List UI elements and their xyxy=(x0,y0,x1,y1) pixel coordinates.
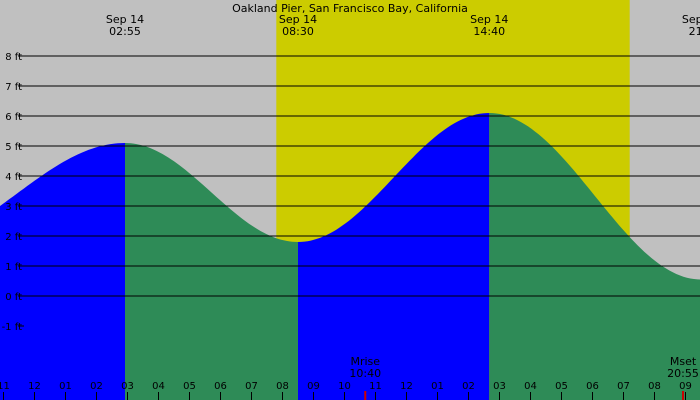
y-tick-label: 2 ft xyxy=(5,232,22,243)
height-gridlines xyxy=(18,55,700,327)
hour-tick-label: 11 xyxy=(0,381,10,392)
y-tick-label: 0 ft xyxy=(5,292,22,303)
hour-tick-label: 08 xyxy=(276,381,289,392)
y-tick-label: 3 ft xyxy=(5,202,22,213)
extreme-time-label: 21:2 xyxy=(689,25,700,38)
hour-tick-label: 02 xyxy=(90,381,103,392)
hour-tick-label: 10 xyxy=(338,381,351,392)
moon-event-time: 20:55 xyxy=(667,367,699,380)
hour-tick-label: 02 xyxy=(462,381,475,392)
tide-areas xyxy=(0,113,700,400)
extreme-date-label: Sep 14 xyxy=(470,13,508,26)
hour-tick-label: 09 xyxy=(679,381,692,392)
falling-tide-area xyxy=(489,113,700,400)
hour-tick-label: 06 xyxy=(214,381,227,392)
hour-tick-label: 01 xyxy=(431,381,444,392)
hour-tick-label: 03 xyxy=(121,381,134,392)
moon-event-name: Mset xyxy=(670,355,697,368)
y-tick-label: -1 ft xyxy=(2,322,22,333)
hour-tick-label: 05 xyxy=(183,381,196,392)
extreme-date-label: Sep 14 xyxy=(106,13,144,26)
y-tick-label: 6 ft xyxy=(5,112,22,123)
extreme-date-label: Sep 14 xyxy=(682,13,700,26)
hour-tick-label: 07 xyxy=(617,381,630,392)
chart-title: Oakland Pier, San Francisco Bay, Califor… xyxy=(232,2,468,15)
hour-tick-label: 05 xyxy=(555,381,568,392)
y-tick-label: 5 ft xyxy=(5,142,22,153)
y-tick-label: 8 ft xyxy=(5,52,22,63)
moon-event-time: 10:40 xyxy=(349,367,381,380)
y-axis-labels: 8 ft 7 ft 6 ft 5 ft 4 ft 3 ft 2 ft 1 ft 0 ft -1 f… xyxy=(2,52,22,333)
moon-event-name: Mrise xyxy=(350,355,380,368)
rising-tide-area xyxy=(298,113,490,400)
extreme-time-label: 14:40 xyxy=(473,25,505,38)
falling-tide-area xyxy=(125,143,298,400)
hour-tick-label: 03 xyxy=(493,381,506,392)
hour-tick-label: 09 xyxy=(307,381,320,392)
hour-tick-label: 06 xyxy=(586,381,599,392)
extreme-date-label: Sep 14 xyxy=(279,13,317,26)
extreme-time-label: 02:55 xyxy=(109,25,141,38)
hour-tick-label: 04 xyxy=(524,381,537,392)
hour-tick-label: 11 xyxy=(369,381,382,392)
hour-tick-label: 04 xyxy=(152,381,165,392)
extreme-time-label: 08:30 xyxy=(282,25,314,38)
hour-tick-label: 01 xyxy=(59,381,72,392)
y-tick-label: 4 ft xyxy=(5,172,22,183)
hour-labels: 11 12 01 02 03 04 05 06 07 08 09 10 11 12 01 02 03 04 05 06… xyxy=(0,381,692,400)
y-tick-label: 1 ft xyxy=(5,262,22,273)
hour-tick-label: 07 xyxy=(245,381,258,392)
rising-tide-area xyxy=(0,143,125,400)
hour-tick-label: 08 xyxy=(648,381,661,392)
hour-tick-label: 12 xyxy=(400,381,413,392)
hour-tick-label: 12 xyxy=(28,381,41,392)
y-tick-label: 7 ft xyxy=(5,82,22,93)
